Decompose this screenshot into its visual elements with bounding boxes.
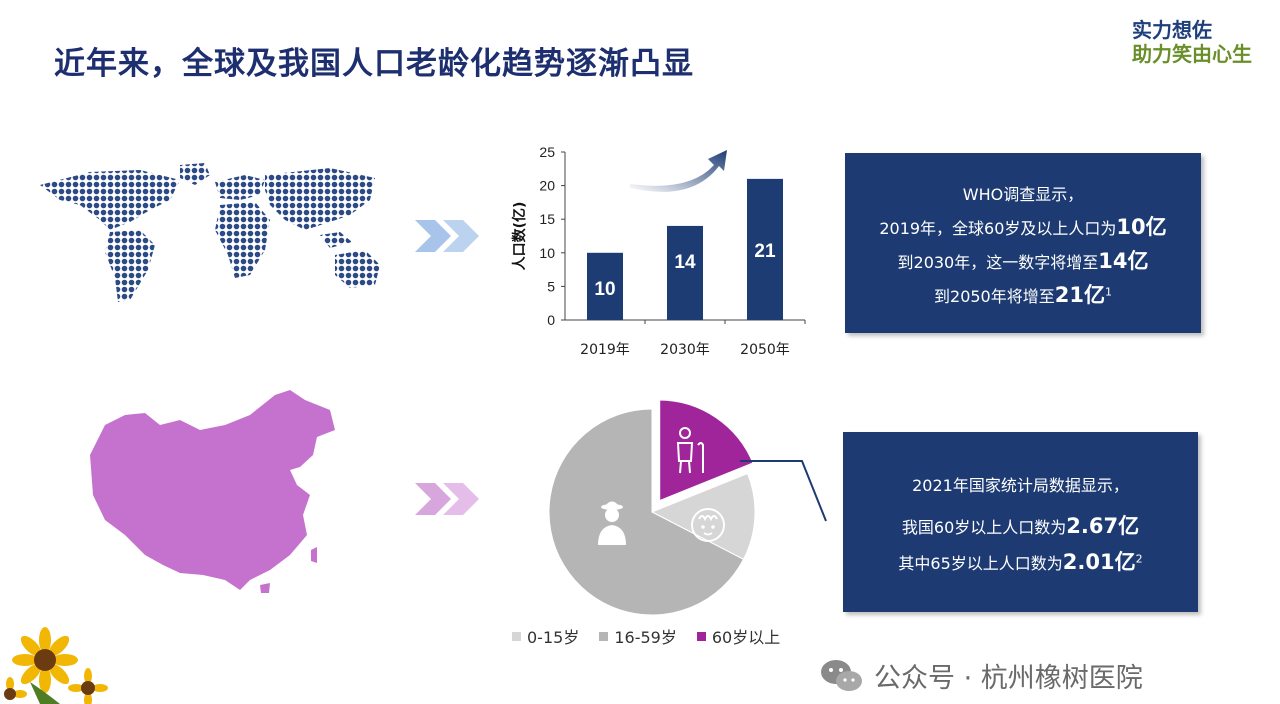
pie-legend: 0-15岁 16-59岁 60岁以上	[512, 624, 780, 648]
china-map-image	[90, 390, 335, 593]
legend-swatch	[512, 631, 521, 641]
stats-info-box: 2021年国家统计局数据显示， 我国60岁以上人口数为2.67亿 其中65岁以上…	[843, 432, 1198, 612]
growth-arrow-icon	[630, 150, 727, 192]
wechat-watermark: 公众号 · 杭州橡树医院	[820, 656, 1143, 695]
bar-value-label: 10	[594, 279, 615, 300]
page-title: 近年来，全球及我国人口老龄化趋势逐渐凸显	[54, 46, 694, 82]
arrow-chevrons-blue-icon	[415, 220, 479, 252]
arrow-chevrons-purple-icon	[415, 483, 479, 515]
legend-label: 0-15岁	[527, 628, 580, 647]
legend-swatch	[599, 631, 609, 641]
y-axis-label: 人口数(亿)	[511, 202, 528, 271]
y-tick-label: 20	[539, 178, 555, 194]
who-line3: 到2030年，这一数字将增至14亿	[897, 249, 1149, 273]
callout-leader-line	[740, 460, 827, 522]
baby-face-icon	[691, 508, 725, 542]
bar	[747, 178, 783, 320]
legend-label: 16-59岁	[614, 628, 677, 647]
bar	[667, 225, 703, 320]
stats-line3: 其中65岁以上人口数为2.01亿2	[898, 550, 1143, 574]
y-tick-label: 15	[539, 211, 555, 227]
wechat-icon	[821, 659, 862, 691]
who-line4: 到2050年将增至21亿1	[934, 283, 1112, 307]
logo-line1: 实力想佐	[1132, 18, 1212, 42]
adult-man-icon	[598, 501, 626, 545]
y-tick-label: 10	[539, 245, 555, 261]
legend-item: 60岁以上	[696, 624, 781, 648]
pie-slice	[548, 408, 745, 616]
y-tick-label: 25	[539, 144, 555, 160]
watermark-text: 公众号 · 杭州橡树医院	[874, 663, 1143, 694]
bar-value-label: 14	[674, 252, 696, 273]
population-bar-chart: 0 5 10 15 20 25 人口数(亿) 10 2019年 14 2030年 21 2050年	[511, 144, 806, 358]
legend-label: 60岁以上	[711, 628, 781, 647]
stats-line1: 2021年国家统计局数据显示，	[912, 476, 1129, 495]
sunflower-decoration-image	[4, 627, 108, 704]
who-line1: WHO调查显示，	[962, 185, 1084, 204]
legend-item: 16-59岁	[599, 624, 677, 648]
brand-logo: 实力想佐 助力笑由心生	[1132, 14, 1262, 68]
x-tick-label: 2050年	[740, 342, 790, 358]
bar-value-label: 21	[754, 241, 776, 262]
y-tick-label: 0	[547, 312, 555, 328]
stats-line2: 我国60岁以上人口数为2.67亿	[901, 514, 1140, 538]
bar	[587, 252, 623, 320]
elderly-person-icon	[676, 427, 704, 474]
x-tick-label: 2030年	[660, 342, 710, 358]
age-pie-chart	[548, 397, 757, 616]
y-tick-label: 5	[547, 278, 555, 294]
who-line2: 2019年，全球60岁及以上人口为10亿	[879, 215, 1167, 239]
x-tick-label: 2019年	[580, 342, 630, 358]
world-map-image	[40, 163, 380, 302]
who-info-box: WHO调查显示， 2019年，全球60岁及以上人口为10亿 到2030年，这一数…	[845, 153, 1201, 333]
legend-item: 0-15岁	[512, 624, 579, 648]
logo-line2: 助力笑由心生	[1132, 42, 1252, 66]
legend-swatch	[696, 631, 706, 641]
pie-slice	[657, 397, 757, 505]
